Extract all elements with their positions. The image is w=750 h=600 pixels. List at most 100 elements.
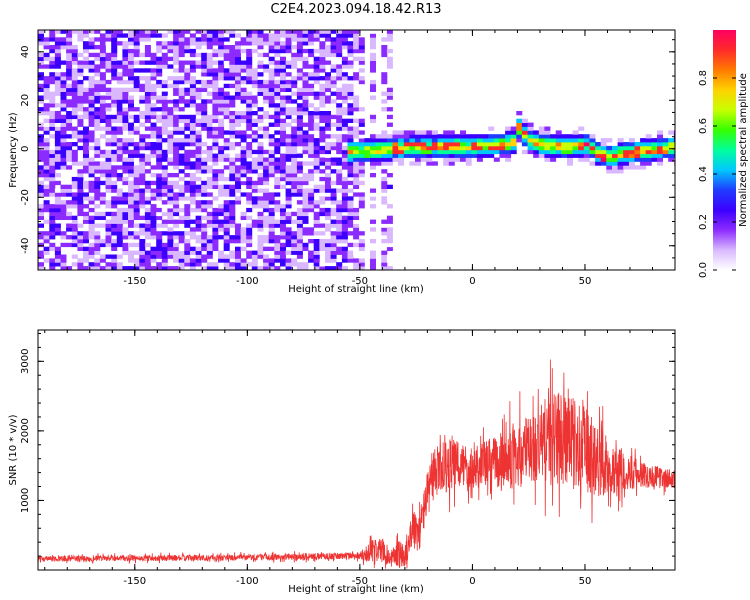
spectrogram-cell	[133, 207, 140, 213]
spectrogram-cell	[302, 196, 309, 201]
spectrogram-cell	[381, 76, 388, 81]
spectrogram-cell	[212, 266, 219, 270]
spectrogram-cell	[161, 91, 168, 96]
spectrogram-cell	[313, 126, 320, 131]
spectrogram-cell	[161, 165, 168, 170]
spectrogram-cell	[122, 246, 129, 251]
spectrogram-cell	[336, 64, 343, 69]
spectrogram-cell	[201, 207, 208, 213]
spectrogram-cell	[195, 246, 202, 251]
spectrogram-cell	[167, 145, 174, 151]
spectrogram-cell	[302, 262, 309, 267]
spectrogram-cell	[184, 258, 191, 263]
spectrogram-cell	[201, 52, 208, 58]
spectrogram-cell	[161, 126, 168, 131]
spectrogram-cell	[263, 64, 270, 69]
spectrogram-cell	[336, 37, 343, 42]
spectrogram-cell	[235, 196, 241, 201]
spectrogram-cell	[268, 235, 275, 240]
spectrogram-cell	[263, 114, 270, 120]
spectrogram-cell	[235, 91, 241, 96]
spectrogram-cell	[308, 250, 315, 255]
spectrogram-cell	[651, 157, 658, 162]
spectrogram-cell	[156, 207, 163, 213]
spectrogram-cell	[206, 91, 213, 96]
spectrogram-cell	[235, 223, 241, 228]
spectrogram-cell	[415, 134, 421, 139]
top-x-axis-label: Height of straight line (km)	[288, 284, 424, 295]
spectrogram-cell	[201, 41, 208, 46]
spectrogram-cell	[341, 138, 348, 143]
spectrogram-cell	[409, 138, 416, 143]
spectrogram-cell	[274, 64, 281, 69]
spectrogram-cell	[296, 211, 303, 217]
spectrogram-cell	[454, 138, 461, 143]
spectrogram-cell	[99, 64, 106, 69]
spectrogram-cell	[206, 211, 213, 217]
snr-frame	[37, 329, 676, 571]
spectrogram-cell	[313, 95, 320, 100]
spectrogram-cell	[178, 157, 185, 162]
spectrogram-cell	[77, 138, 84, 143]
spectrogram-cell	[189, 235, 196, 240]
spectrogram-cell	[189, 176, 196, 182]
spectrogram-cell	[116, 87, 123, 92]
spectrogram-cell	[353, 76, 360, 81]
spectrogram-cell	[71, 83, 78, 89]
spectrogram-cell	[285, 60, 292, 65]
spectrogram-cell	[353, 184, 360, 189]
spectrogram-cell	[218, 223, 225, 228]
spectrogram-cell	[178, 60, 185, 65]
spectrogram-cell	[274, 45, 281, 50]
spectrogram-cell	[54, 211, 61, 217]
spectrogram-cell	[128, 130, 134, 135]
spectrogram-cell	[218, 37, 225, 42]
spectrogram-cell	[60, 60, 67, 65]
spectrogram-cell	[43, 169, 50, 174]
spectrogram-cell	[139, 33, 146, 38]
spectrogram-cell	[66, 87, 73, 92]
spectrogram-cell	[353, 99, 360, 104]
spectrogram-cell	[341, 45, 348, 50]
spectrogram-cell	[150, 107, 157, 112]
spectrogram-cell	[212, 68, 219, 73]
spectrogram-cell	[60, 134, 67, 139]
spectrogram-cell	[128, 215, 134, 220]
spectrogram-cell	[235, 130, 241, 135]
spectrogram-cell	[296, 188, 303, 193]
spectrogram-cell	[167, 130, 174, 135]
spectrogram-cell	[347, 64, 354, 69]
spectrogram-cell	[111, 56, 118, 61]
spectrogram-cell	[161, 95, 168, 100]
spectrogram-cell	[43, 91, 50, 96]
spectrogram-cell	[105, 91, 112, 96]
spectrogram-cell	[60, 126, 67, 131]
spectrogram-cell	[218, 219, 225, 224]
spectrogram-cell	[240, 41, 247, 46]
spectrogram-cell	[167, 122, 174, 127]
spectrogram-cell	[88, 188, 95, 193]
spectrogram-cell	[99, 161, 106, 166]
spectrogram-cell	[308, 254, 315, 259]
spectrogram-cell	[122, 91, 129, 96]
spectrogram-cell	[308, 83, 315, 89]
spectrogram-cell	[347, 118, 354, 123]
spectrogram-cell	[325, 134, 331, 139]
spectrogram-cell	[268, 87, 275, 92]
spectrogram-cell	[122, 126, 129, 131]
spectrogram-cell	[88, 64, 95, 69]
spectrogram-cell	[280, 122, 286, 127]
spectrogram-cell	[291, 231, 298, 236]
spectrogram-cell	[330, 68, 337, 73]
spectrogram-cell	[482, 145, 489, 151]
spectrogram-cell	[246, 52, 253, 58]
spectrogram-cell	[128, 72, 134, 77]
spectrogram-cell	[128, 30, 134, 34]
spectrogram-cell	[218, 134, 225, 139]
spectrogram-cell	[128, 142, 134, 147]
spectrogram-cell	[212, 111, 219, 116]
spectrogram-cell	[54, 130, 61, 135]
spectrogram-cell	[370, 145, 376, 151]
spectrogram-cell	[66, 204, 73, 209]
spectrogram-cell	[212, 107, 219, 112]
